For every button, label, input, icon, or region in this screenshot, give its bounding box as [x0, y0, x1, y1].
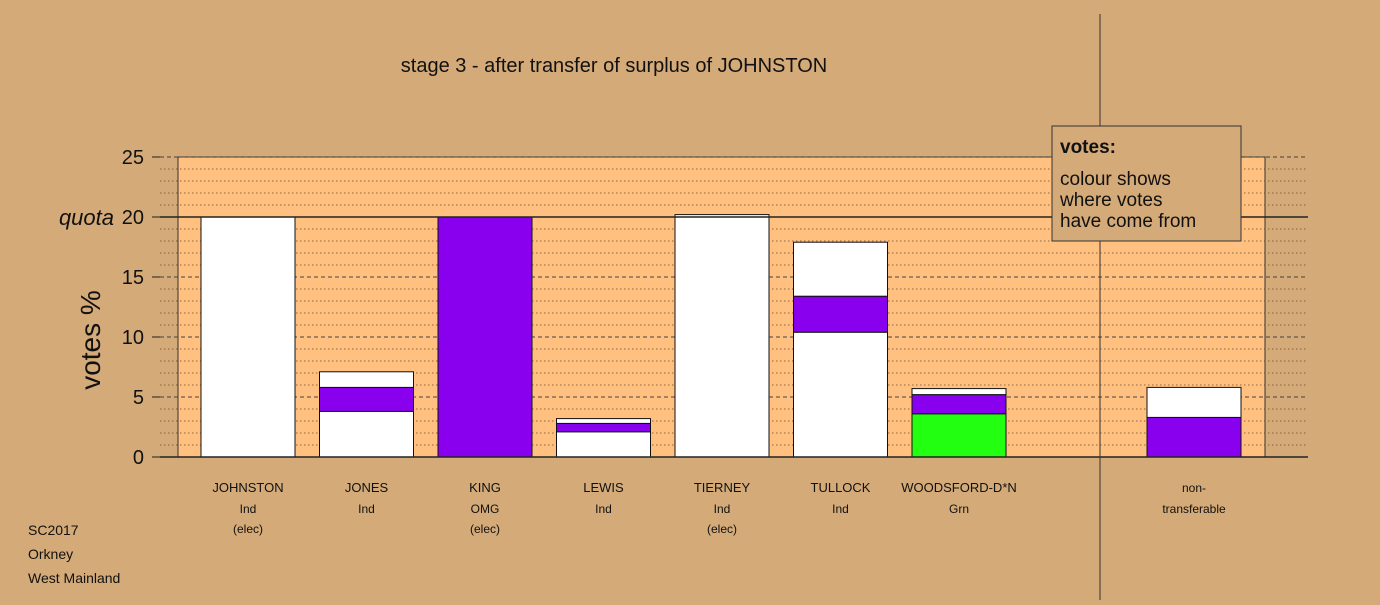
candidate-name-label: JONES [345, 480, 389, 495]
bar-segment-1-0 [319, 410, 414, 458]
legend: votes: colour shows where votes have com… [1051, 125, 1242, 242]
bar-segment-3-0 [556, 431, 651, 458]
y-tick-label: 15 [122, 267, 144, 289]
legend-line-2: where votes [1059, 190, 1162, 211]
bar-segment-6-1 [911, 394, 1007, 415]
bar-segment-nt-0 [1146, 416, 1242, 458]
candidate-party-label: Grn [949, 502, 969, 516]
candidate-status-label: (elec) [707, 522, 737, 536]
candidate-party-label: Ind [714, 502, 731, 516]
bar-segment-1-1 [319, 386, 414, 412]
y-tick-label: 10 [122, 327, 144, 349]
candidate-party-label: Ind [240, 502, 257, 516]
y-tick-label: 5 [133, 387, 144, 409]
bar-segment-3-2 [556, 418, 651, 424]
candidate-name-label: TULLOCK [811, 480, 871, 495]
legend-title: votes: [1060, 137, 1116, 158]
candidate-name-label: WOODSFORD-D*N [901, 480, 1017, 495]
candidate-name-label: TIERNEY [694, 480, 751, 495]
y-tick-label: 25 [122, 147, 144, 169]
legend-box [1051, 125, 1242, 242]
legend-line-1: colour shows [1060, 169, 1171, 190]
y-axis-label: votes % [75, 290, 106, 390]
chart-title: stage 3 - after transfer of surplus of J… [401, 55, 827, 77]
nontransferable-label-1: non- [1182, 481, 1206, 495]
candidate-name-label: KING [469, 480, 501, 495]
candidate-party-label: Ind [595, 502, 612, 516]
candidate-party-label: Ind [358, 502, 375, 516]
bar-segment-3-1 [556, 422, 651, 433]
candidate-name-label: LEWIS [583, 480, 624, 495]
bar-segment-5-0 [793, 331, 888, 458]
candidate-name-label: JOHNSTON [212, 480, 283, 495]
candidate-status-label: (elec) [470, 522, 500, 536]
footer-line-3: West Mainland [28, 570, 120, 586]
candidate-party-label: Ind [832, 502, 849, 516]
bar-segment-6-0 [911, 413, 1007, 458]
quota-label: quota [59, 205, 114, 230]
candidate-status-label: (elec) [233, 522, 263, 536]
y-tick-label: 0 [133, 447, 144, 469]
bar-segment-0-0 [200, 216, 296, 458]
bar-segment-5-1 [793, 295, 888, 333]
bar-segment-1-2 [319, 371, 414, 388]
footer-line-2: Orkney [28, 546, 73, 562]
bar-segment-6-2 [911, 388, 1007, 396]
nontransferable-label-2: transferable [1162, 502, 1226, 516]
bar-segment-nt-1 [1146, 386, 1242, 418]
bar-segment-4-0 [674, 214, 770, 458]
candidate-party-label: OMG [471, 502, 500, 516]
legend-line-3: have come from [1060, 211, 1196, 232]
footer-line-1: SC2017 [28, 522, 79, 538]
bar-segment-5-2 [793, 241, 888, 297]
bar-segment-2-0 [437, 216, 533, 458]
y-tick-label: 20 [122, 207, 144, 229]
